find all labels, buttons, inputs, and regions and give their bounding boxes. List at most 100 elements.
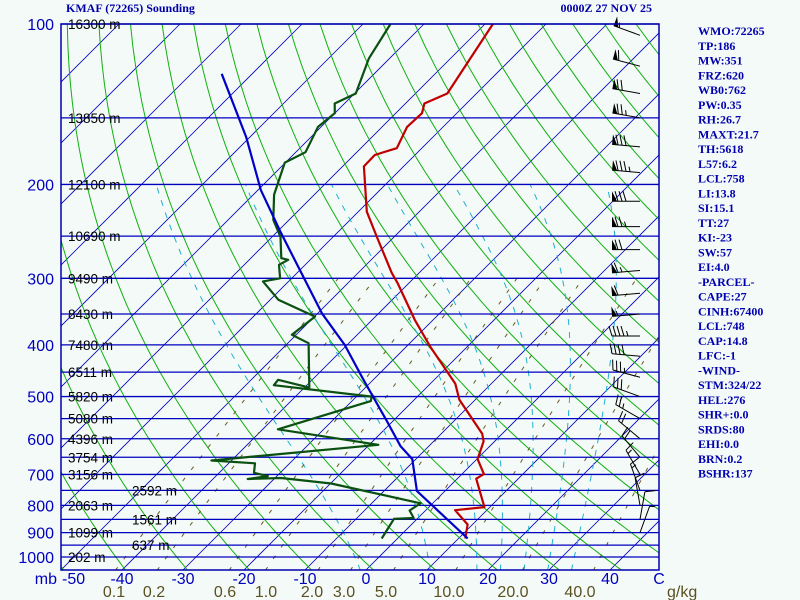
isotherm (61, 24, 608, 570)
isotherm (121, 32, 659, 570)
barb-full (618, 239, 623, 250)
barb-staff (613, 25, 641, 36)
barb-staff (612, 292, 641, 297)
wind-barb (612, 49, 641, 67)
barb-flag (611, 262, 618, 273)
temp-tick-label: -50 (62, 571, 85, 588)
height-label: 3156 m (68, 467, 113, 482)
barb-full (634, 472, 645, 479)
height-label: 1099 m (68, 526, 113, 541)
wind-barb (612, 216, 640, 228)
barb-full (616, 79, 619, 90)
wind-barb (639, 490, 656, 520)
moist-adiabat (571, 184, 617, 570)
temp-tick-label: -40 (110, 571, 133, 588)
height-label: 1561 m (132, 512, 177, 527)
temp-tick-label: 0 (362, 571, 371, 588)
height-label: 12100 m (68, 177, 121, 192)
index-item: CAPE:27 (698, 290, 747, 304)
mixing-ratio-tick-label: 3.0 (333, 584, 355, 600)
index-item: SI:15.1 (698, 201, 734, 215)
dry-adiabat (477, 24, 659, 261)
barb-full (621, 426, 629, 437)
height-label: 16300 m (68, 17, 121, 32)
pressure-tick-label: 300 (27, 271, 54, 288)
barb-full (617, 344, 621, 355)
pressure-tick-label: 200 (27, 177, 54, 194)
isotherm (426, 337, 659, 570)
chart-datetime: 0000Z 27 NOV 25 (561, 1, 652, 15)
isotherm (61, 24, 181, 144)
barb-full (616, 377, 619, 389)
wind-barb (612, 191, 640, 202)
barb-staff (612, 88, 641, 94)
temp-tick-label: -20 (232, 571, 255, 588)
barb-full (620, 325, 625, 337)
wind-barb (611, 262, 641, 274)
barb-staff (612, 369, 641, 378)
dry-adiabat (193, 24, 561, 570)
dry-adiabat (382, 24, 659, 385)
barb-full (614, 239, 619, 250)
barb-staff (615, 404, 641, 420)
height-label: 3754 m (68, 450, 113, 465)
barb-half (627, 449, 632, 454)
barb-half (615, 310, 619, 317)
chart-title: KMAF (72265) Sounding (66, 1, 195, 15)
dry-adiabat (540, 24, 659, 180)
barb-staff (618, 420, 641, 440)
moist-adiabat (529, 184, 571, 570)
barb-full (618, 410, 624, 421)
index-item: RH:26.7 (698, 113, 741, 127)
wind-barb (615, 394, 641, 420)
moist-adiabat (155, 184, 361, 570)
barb-half (628, 166, 631, 172)
height-label: 4396 m (68, 432, 113, 447)
index-item: LFC:-1 (698, 349, 736, 363)
pressure-tick-label: 800 (27, 498, 54, 515)
index-item: MW:351 (698, 54, 743, 68)
wind-barb (608, 325, 640, 337)
dry-adiabat (0, 24, 2, 571)
height-label: 7480 m (68, 338, 113, 353)
mixing-ratio-tick-label: 2.0 (301, 584, 323, 600)
barb-full (618, 396, 623, 407)
barb-staff (634, 477, 641, 506)
index-item: LCL:758 (698, 172, 745, 186)
dry-adiabat (351, 24, 659, 426)
wind-barb (639, 505, 655, 533)
wind-barbs (608, 16, 656, 533)
index-item: -WIND- (698, 363, 740, 377)
wind-barb (612, 160, 641, 174)
barb-full (616, 103, 619, 115)
barb-flag (613, 16, 619, 28)
moist-adiabat (453, 184, 534, 570)
barb-full (614, 216, 619, 227)
barb-full (613, 376, 615, 388)
dry-adiabat (414, 24, 659, 343)
barb-half (619, 266, 623, 273)
barb-full (616, 325, 621, 337)
index-item: TT:27 (698, 216, 729, 230)
barb-staff (621, 435, 641, 458)
isotherm (61, 24, 547, 510)
barb-full (621, 413, 627, 424)
wind-barb (613, 16, 641, 36)
indices-panel: WMO:72265TP:186MW:351FRZ:620WB0:762PW:0.… (698, 24, 765, 481)
barb-full (620, 379, 623, 390)
plot-frame (60, 23, 660, 571)
height-label: 2592 m (132, 483, 177, 498)
isotherm (61, 24, 364, 327)
index-item: BRN:0.2 (698, 452, 742, 466)
barb-staff (613, 386, 641, 398)
dry-adiabat (445, 24, 659, 302)
temp-tick-label: -30 (171, 571, 194, 588)
temp-tick-label: 10 (418, 571, 436, 588)
wind-barb (612, 239, 640, 251)
index-item: WMO:72265 (698, 24, 765, 38)
barb-full (613, 285, 619, 296)
dry-adiabat (794, 24, 800, 571)
index-item: TH:5618 (698, 142, 743, 156)
temp-tick-label: -10 (293, 571, 316, 588)
mixing-ratio-tick-label: 5.0 (375, 584, 397, 600)
